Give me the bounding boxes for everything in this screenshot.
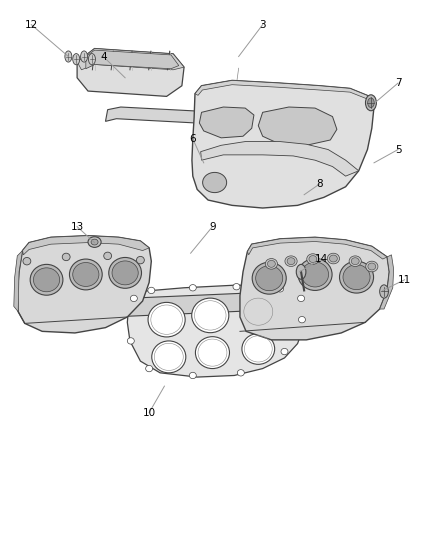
Ellipse shape xyxy=(277,286,284,292)
Ellipse shape xyxy=(189,285,196,291)
Ellipse shape xyxy=(327,253,339,264)
Text: 6: 6 xyxy=(190,134,196,144)
Ellipse shape xyxy=(62,253,70,261)
Polygon shape xyxy=(247,237,387,259)
Text: 9: 9 xyxy=(209,222,216,232)
Ellipse shape xyxy=(351,258,359,265)
Polygon shape xyxy=(77,49,184,70)
Ellipse shape xyxy=(88,237,101,247)
Ellipse shape xyxy=(298,317,305,323)
Polygon shape xyxy=(258,107,337,146)
Ellipse shape xyxy=(297,295,304,302)
Ellipse shape xyxy=(301,262,328,287)
Ellipse shape xyxy=(233,284,240,290)
Ellipse shape xyxy=(195,337,230,368)
Ellipse shape xyxy=(81,51,88,62)
Ellipse shape xyxy=(343,265,370,289)
Ellipse shape xyxy=(329,255,337,262)
Ellipse shape xyxy=(265,259,278,269)
Ellipse shape xyxy=(127,338,134,344)
Text: 10: 10 xyxy=(143,408,155,418)
Polygon shape xyxy=(240,237,389,340)
Ellipse shape xyxy=(256,266,283,290)
Ellipse shape xyxy=(137,256,145,264)
Ellipse shape xyxy=(70,259,102,290)
Text: 14: 14 xyxy=(315,254,328,263)
Ellipse shape xyxy=(242,334,275,365)
Ellipse shape xyxy=(366,261,378,272)
Polygon shape xyxy=(22,236,149,255)
Polygon shape xyxy=(106,107,274,127)
Text: 3: 3 xyxy=(259,20,266,30)
Ellipse shape xyxy=(298,259,332,290)
Ellipse shape xyxy=(192,298,229,333)
Ellipse shape xyxy=(152,341,186,373)
Ellipse shape xyxy=(131,295,138,302)
Ellipse shape xyxy=(285,256,297,266)
Ellipse shape xyxy=(189,372,196,378)
Text: 4: 4 xyxy=(100,52,106,61)
Ellipse shape xyxy=(112,261,138,285)
Polygon shape xyxy=(195,80,370,99)
Ellipse shape xyxy=(91,239,98,245)
Ellipse shape xyxy=(365,95,376,111)
Ellipse shape xyxy=(349,256,361,266)
Ellipse shape xyxy=(104,252,112,260)
Ellipse shape xyxy=(73,54,80,64)
Ellipse shape xyxy=(203,172,226,192)
Polygon shape xyxy=(14,251,22,312)
Ellipse shape xyxy=(241,296,276,328)
Ellipse shape xyxy=(30,264,63,295)
Ellipse shape xyxy=(268,261,276,267)
Ellipse shape xyxy=(309,256,317,263)
Text: 11: 11 xyxy=(398,275,411,285)
Ellipse shape xyxy=(109,257,141,288)
Polygon shape xyxy=(86,50,179,69)
Polygon shape xyxy=(77,49,184,96)
Ellipse shape xyxy=(33,268,60,292)
Polygon shape xyxy=(127,285,306,377)
Polygon shape xyxy=(380,255,394,309)
Ellipse shape xyxy=(307,254,319,264)
Polygon shape xyxy=(17,236,151,333)
Ellipse shape xyxy=(73,263,99,286)
Ellipse shape xyxy=(367,98,374,108)
Polygon shape xyxy=(192,80,374,208)
Text: 7: 7 xyxy=(395,78,401,88)
Ellipse shape xyxy=(296,264,306,279)
Ellipse shape xyxy=(23,257,31,265)
Polygon shape xyxy=(85,292,283,318)
Text: 5: 5 xyxy=(395,144,401,155)
Polygon shape xyxy=(201,142,359,176)
Text: 13: 13 xyxy=(71,222,84,232)
Ellipse shape xyxy=(252,262,286,294)
Ellipse shape xyxy=(339,261,374,293)
Ellipse shape xyxy=(368,263,376,270)
Text: 12: 12 xyxy=(25,20,38,30)
Ellipse shape xyxy=(148,287,155,294)
Ellipse shape xyxy=(287,258,295,265)
Polygon shape xyxy=(199,107,254,138)
Ellipse shape xyxy=(148,302,185,337)
Ellipse shape xyxy=(88,54,95,64)
Ellipse shape xyxy=(237,369,244,376)
Ellipse shape xyxy=(65,51,72,62)
Ellipse shape xyxy=(380,285,389,298)
Ellipse shape xyxy=(146,366,152,372)
Text: 8: 8 xyxy=(316,179,323,189)
Ellipse shape xyxy=(281,349,288,355)
